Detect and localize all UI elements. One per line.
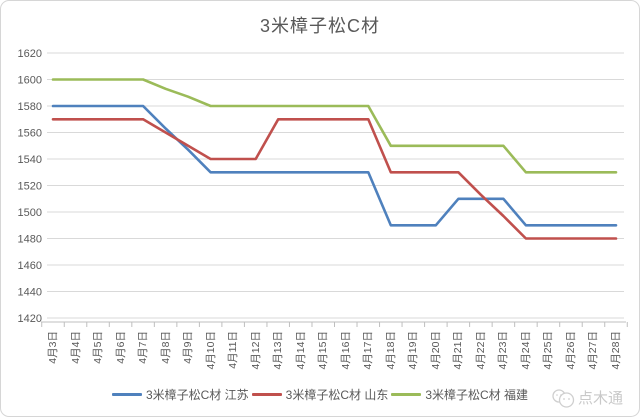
x-axis-category-label: 4月24日 [519, 331, 532, 370]
y-axis-tick-label: 1440 [18, 287, 42, 299]
x-axis-category-label: 4月6日 [114, 331, 127, 364]
watermark: 点木通 [551, 387, 623, 408]
chat-bubbles-icon [552, 388, 575, 408]
x-axis-category-label: 4月9日 [182, 331, 195, 364]
x-axis-category-label: 4月19日 [407, 331, 420, 370]
legend-item-2: 3米樟子松C材 福建 [391, 386, 528, 403]
x-axis-category-label: 4月3日 [47, 331, 59, 364]
x-axis-category-label: 4月28日 [610, 331, 622, 370]
y-axis-tick-label: 1460 [18, 260, 42, 272]
y-axis-tick-label: 1480 [18, 234, 42, 246]
x-axis-category-label: 4月23日 [497, 331, 510, 370]
legend-item-1: 3米樟子松C材 山东 [251, 386, 389, 403]
y-axis-tick-label: 1620 [18, 48, 42, 60]
series-line-1 [51, 118, 618, 240]
x-axis-category-label: 4月25日 [542, 331, 555, 370]
legend-label: 3米樟子松C材 山东 [285, 388, 389, 402]
y-axis-tick-label: 1560 [18, 128, 42, 140]
y-axis-tick-label: 1520 [18, 181, 42, 193]
y-axis-tick-label: 1580 [18, 101, 42, 113]
x-axis-category-label: 4月14日 [294, 331, 307, 370]
x-axis-category-label: 4月4日 [69, 331, 82, 364]
legend-item-0: 3米樟子松C材 江苏 [111, 386, 249, 403]
y-axis-tick-label: 1500 [18, 207, 42, 219]
x-axis-category-label: 4月17日 [362, 331, 375, 370]
series-line-2 [51, 78, 618, 174]
y-axis-tick-label: 1600 [18, 75, 42, 87]
y-axis-tick-label: 1540 [18, 154, 42, 166]
chart-legend: 3米樟子松C材 江苏 3米樟子松C材 山东 3米樟子松C材 福建 [1, 386, 639, 403]
legend-swatch-icon [391, 393, 422, 396]
x-axis-category-label: 4月26日 [564, 331, 577, 370]
watermark-text: 点木通 [577, 390, 623, 407]
x-axis-category-label: 4月13日 [272, 331, 285, 370]
x-axis-category-label: 4月12日 [249, 331, 262, 370]
x-axis-category-label: 4月10日 [204, 331, 217, 370]
x-axis-category-label: 4月8日 [159, 331, 172, 364]
legend-label: 3米樟子松C材 江苏 [145, 388, 249, 402]
y-axis-tick-label: 1420 [18, 313, 42, 325]
x-axis-category-label: 4月18日 [384, 331, 397, 370]
legend-swatch-icon [111, 393, 142, 396]
x-axis-category-label: 4月11日 [227, 331, 240, 369]
x-axis-category-label: 4月7日 [137, 331, 150, 364]
legend-swatch-icon [251, 393, 282, 396]
x-axis-category-label: 4月5日 [92, 331, 105, 364]
x-axis-category-label: 4月20日 [429, 331, 442, 370]
legend-label: 3米樟子松C材 福建 [425, 388, 529, 402]
series-line-0 [51, 104, 618, 227]
x-axis-category-label: 4月21日 [452, 331, 465, 370]
chart-title: 3米樟子松C材 [259, 16, 380, 36]
x-axis-category-label: 4月16日 [339, 331, 352, 370]
x-axis-category-label: 4月22日 [474, 331, 487, 370]
x-axis-category-label: 4月15日 [317, 331, 330, 370]
x-axis-category-label: 4月27日 [587, 331, 600, 370]
